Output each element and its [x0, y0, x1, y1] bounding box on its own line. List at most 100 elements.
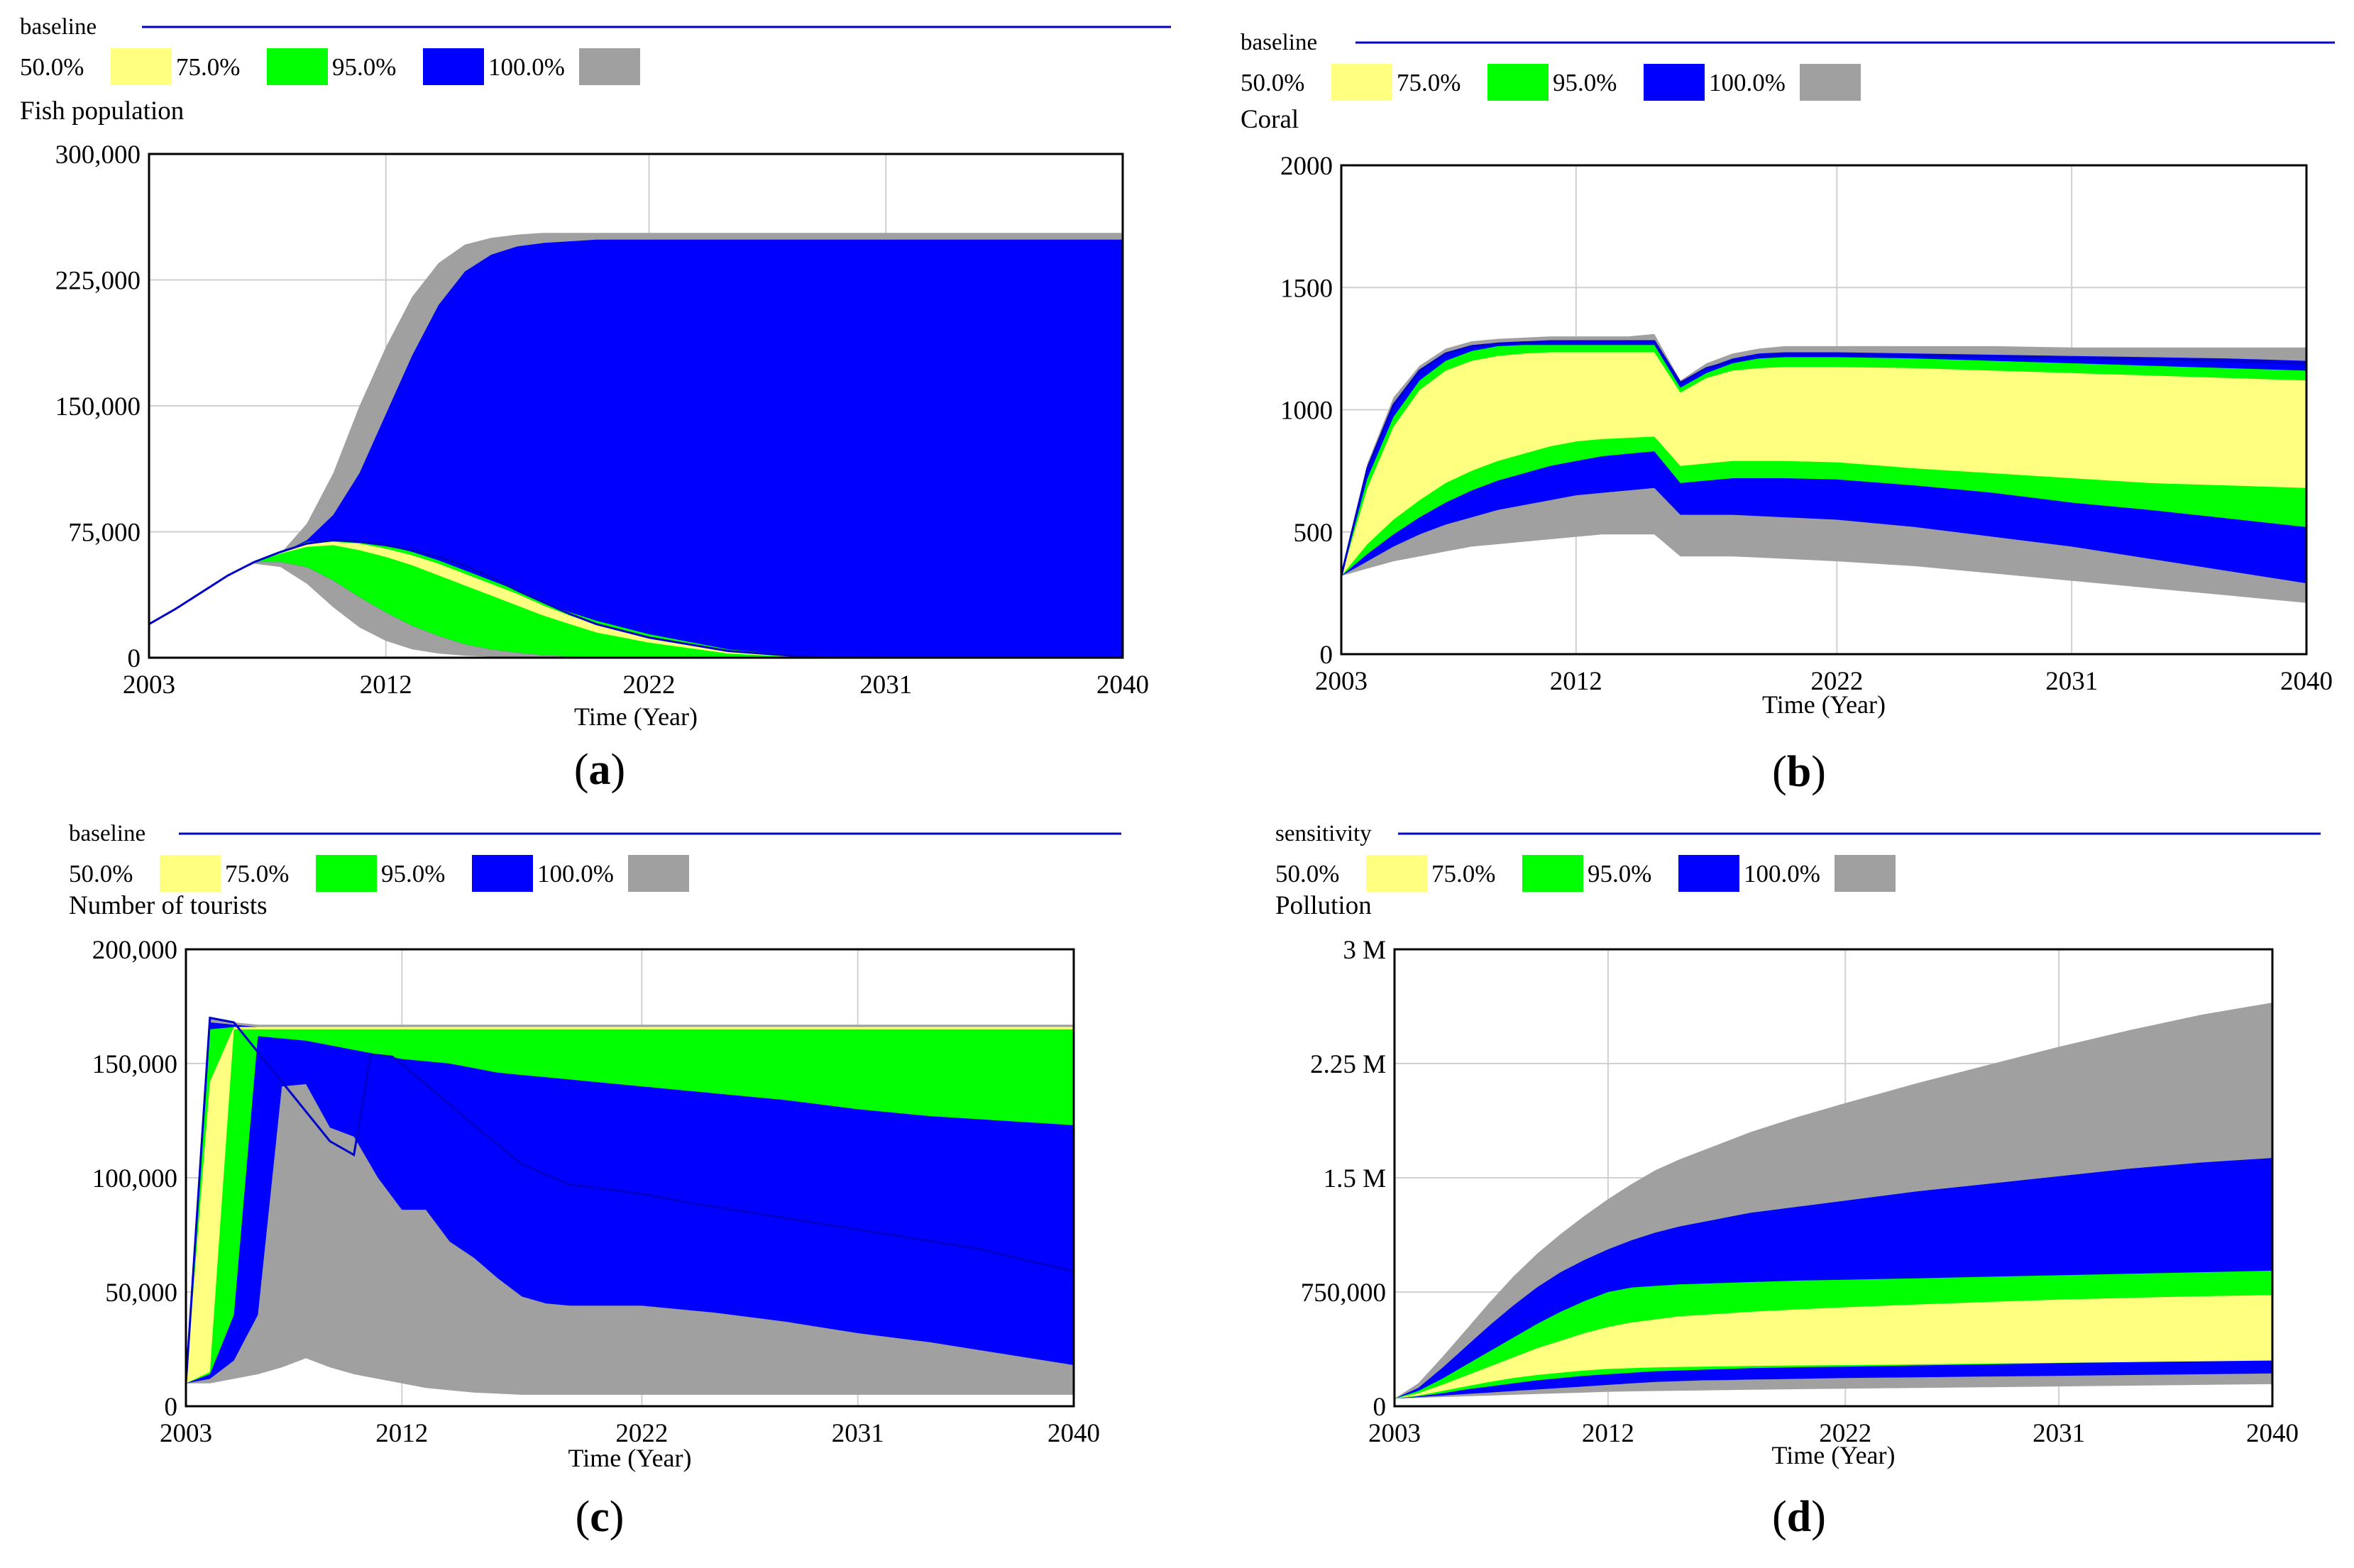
plot-frame — [185, 948, 1075, 1408]
x-tick-label: 2003 — [160, 1419, 212, 1448]
y-tick-label: 100,000 — [92, 1164, 177, 1193]
x-tick-label: 2003 — [1315, 667, 1368, 696]
x-tick-label: 2022 — [1810, 667, 1863, 696]
baseline-series-line — [185, 1016, 1074, 1384]
y-tick-label: 750,000 — [1301, 1279, 1386, 1308]
x-tick-label: 2012 — [1550, 667, 1602, 696]
legend-label: 75.0% — [225, 860, 289, 888]
legend-swatch — [628, 855, 689, 892]
y-tick-label: 0 — [1320, 641, 1333, 670]
legend-swatch — [1522, 855, 1583, 892]
legend-swatch — [472, 855, 533, 892]
panel-label: (c) — [576, 1493, 625, 1541]
x-tick-label: 2040 — [1096, 670, 1149, 700]
legend-label: 50.0% — [1275, 860, 1339, 888]
legend-swatch — [423, 48, 484, 85]
plot-frame — [148, 153, 1124, 659]
band-50-pct — [1395, 1295, 2272, 1399]
plot-frame — [1393, 948, 2274, 1408]
y-tick-label: 225,000 — [55, 267, 141, 296]
x-tick-label: 2031 — [2033, 1419, 2085, 1448]
y-axis-label: Fish population — [20, 96, 184, 126]
panel-label: (d) — [1772, 1493, 1826, 1541]
chart-panel-d: sensitivity 50.0% 75.0% 95.0% 100.0% Pollutio… — [1275, 821, 2321, 1541]
legend-swatch — [579, 48, 640, 85]
legend-label: 75.0% — [176, 53, 240, 81]
y-tick-label: 200,000 — [92, 936, 177, 965]
band-75-pct — [186, 1027, 1074, 1384]
legend-swatch — [316, 855, 377, 892]
x-tick-label: 2040 — [2246, 1419, 2299, 1448]
legend-label: 100.0% — [1709, 69, 1786, 96]
legend-swatch — [1800, 64, 1861, 101]
x-axis-label: Time (Year) — [1771, 1441, 1895, 1469]
legend-swatch — [1835, 855, 1896, 892]
x-tick-label: 2012 — [360, 670, 412, 700]
legend-title: baseline — [69, 821, 145, 846]
band-95-pct — [186, 1022, 1074, 1384]
y-tick-label: 75,000 — [68, 519, 141, 548]
legend-swatch — [1331, 64, 1392, 101]
legend-label: 95.0% — [381, 860, 445, 888]
baseline-series-line — [1340, 340, 2307, 577]
y-tick-label: 300,000 — [55, 140, 141, 170]
x-tick-label: 2003 — [123, 670, 175, 700]
x-tick-label: 2003 — [1368, 1419, 1421, 1448]
y-axis-label: Pollution — [1275, 891, 1372, 920]
chart-panel-c: baseline 50.0% 75.0% 95.0% 100.0% Number of t… — [69, 821, 1121, 1541]
legend-label: 100.0% — [488, 53, 565, 81]
y-tick-label: 500 — [1294, 519, 1333, 548]
y-axis-label: Coral — [1241, 105, 1299, 134]
x-tick-label: 2022 — [1819, 1419, 1871, 1448]
legend-label: 95.0% — [1588, 860, 1651, 888]
band-50-pct — [1341, 352, 2306, 576]
legend-label: 75.0% — [1431, 860, 1495, 888]
x-tick-label: 2022 — [615, 1419, 668, 1448]
y-tick-label: 2.25 M — [1310, 1050, 1386, 1079]
legend-title: baseline — [1241, 30, 1317, 55]
y-tick-label: 150,000 — [92, 1050, 177, 1079]
y-tick-label: 0 — [1373, 1393, 1387, 1422]
x-tick-label: 2040 — [1047, 1419, 1100, 1448]
legend-swatch — [160, 855, 221, 892]
y-tick-label: 0 — [128, 644, 141, 673]
y-tick-label: 0 — [165, 1393, 178, 1422]
legend-label: 100.0% — [1744, 860, 1820, 888]
legend-swatch — [1644, 64, 1705, 101]
legend-label: 100.0% — [537, 860, 614, 888]
x-tick-label: 2012 — [1582, 1419, 1634, 1448]
x-axis-label: Time (Year) — [574, 702, 698, 731]
legend-label: 95.0% — [1553, 69, 1617, 96]
legend-swatch — [1678, 855, 1739, 892]
y-tick-label: 50,000 — [105, 1279, 177, 1308]
panel-label: (b) — [1772, 748, 1826, 796]
legend-swatch — [1487, 64, 1549, 101]
x-axis-label: Time (Year) — [568, 1444, 691, 1472]
x-tick-label: 2040 — [2280, 667, 2333, 696]
legend-swatch — [111, 48, 172, 85]
chart-panel-b: baseline 50.0% 75.0% 95.0% 100.0% Coral 0 500 10… — [1241, 30, 2335, 796]
legend-label: 50.0% — [20, 53, 84, 81]
chart-panel-a: baseline 50.0% 75.0% 95.0% 100.0% Fish popula… — [20, 14, 1171, 794]
x-axis-label: Time (Year) — [1762, 690, 1886, 719]
x-tick-label: 2012 — [375, 1419, 428, 1448]
y-tick-label: 2000 — [1280, 152, 1333, 181]
legend-label: 95.0% — [332, 53, 396, 81]
legend-swatch — [267, 48, 328, 85]
y-tick-label: 1000 — [1280, 397, 1333, 426]
y-axis-label: Number of tourists — [69, 891, 268, 920]
panel-label: (a) — [574, 746, 625, 794]
legend-title: baseline — [20, 14, 97, 40]
x-tick-label: 2031 — [2045, 667, 2098, 696]
y-tick-label: 3 M — [1343, 936, 1386, 965]
band-75-pct — [149, 540, 1123, 658]
legend-label: 50.0% — [1241, 69, 1304, 96]
y-tick-label: 1.5 M — [1324, 1164, 1386, 1193]
x-tick-label: 2031 — [832, 1419, 884, 1448]
legend-title: sensitivity — [1275, 821, 1372, 846]
y-tick-label: 150,000 — [55, 392, 141, 421]
legend-label: 75.0% — [1397, 69, 1461, 96]
legend-swatch — [1366, 855, 1427, 892]
x-tick-label: 2022 — [623, 670, 676, 700]
